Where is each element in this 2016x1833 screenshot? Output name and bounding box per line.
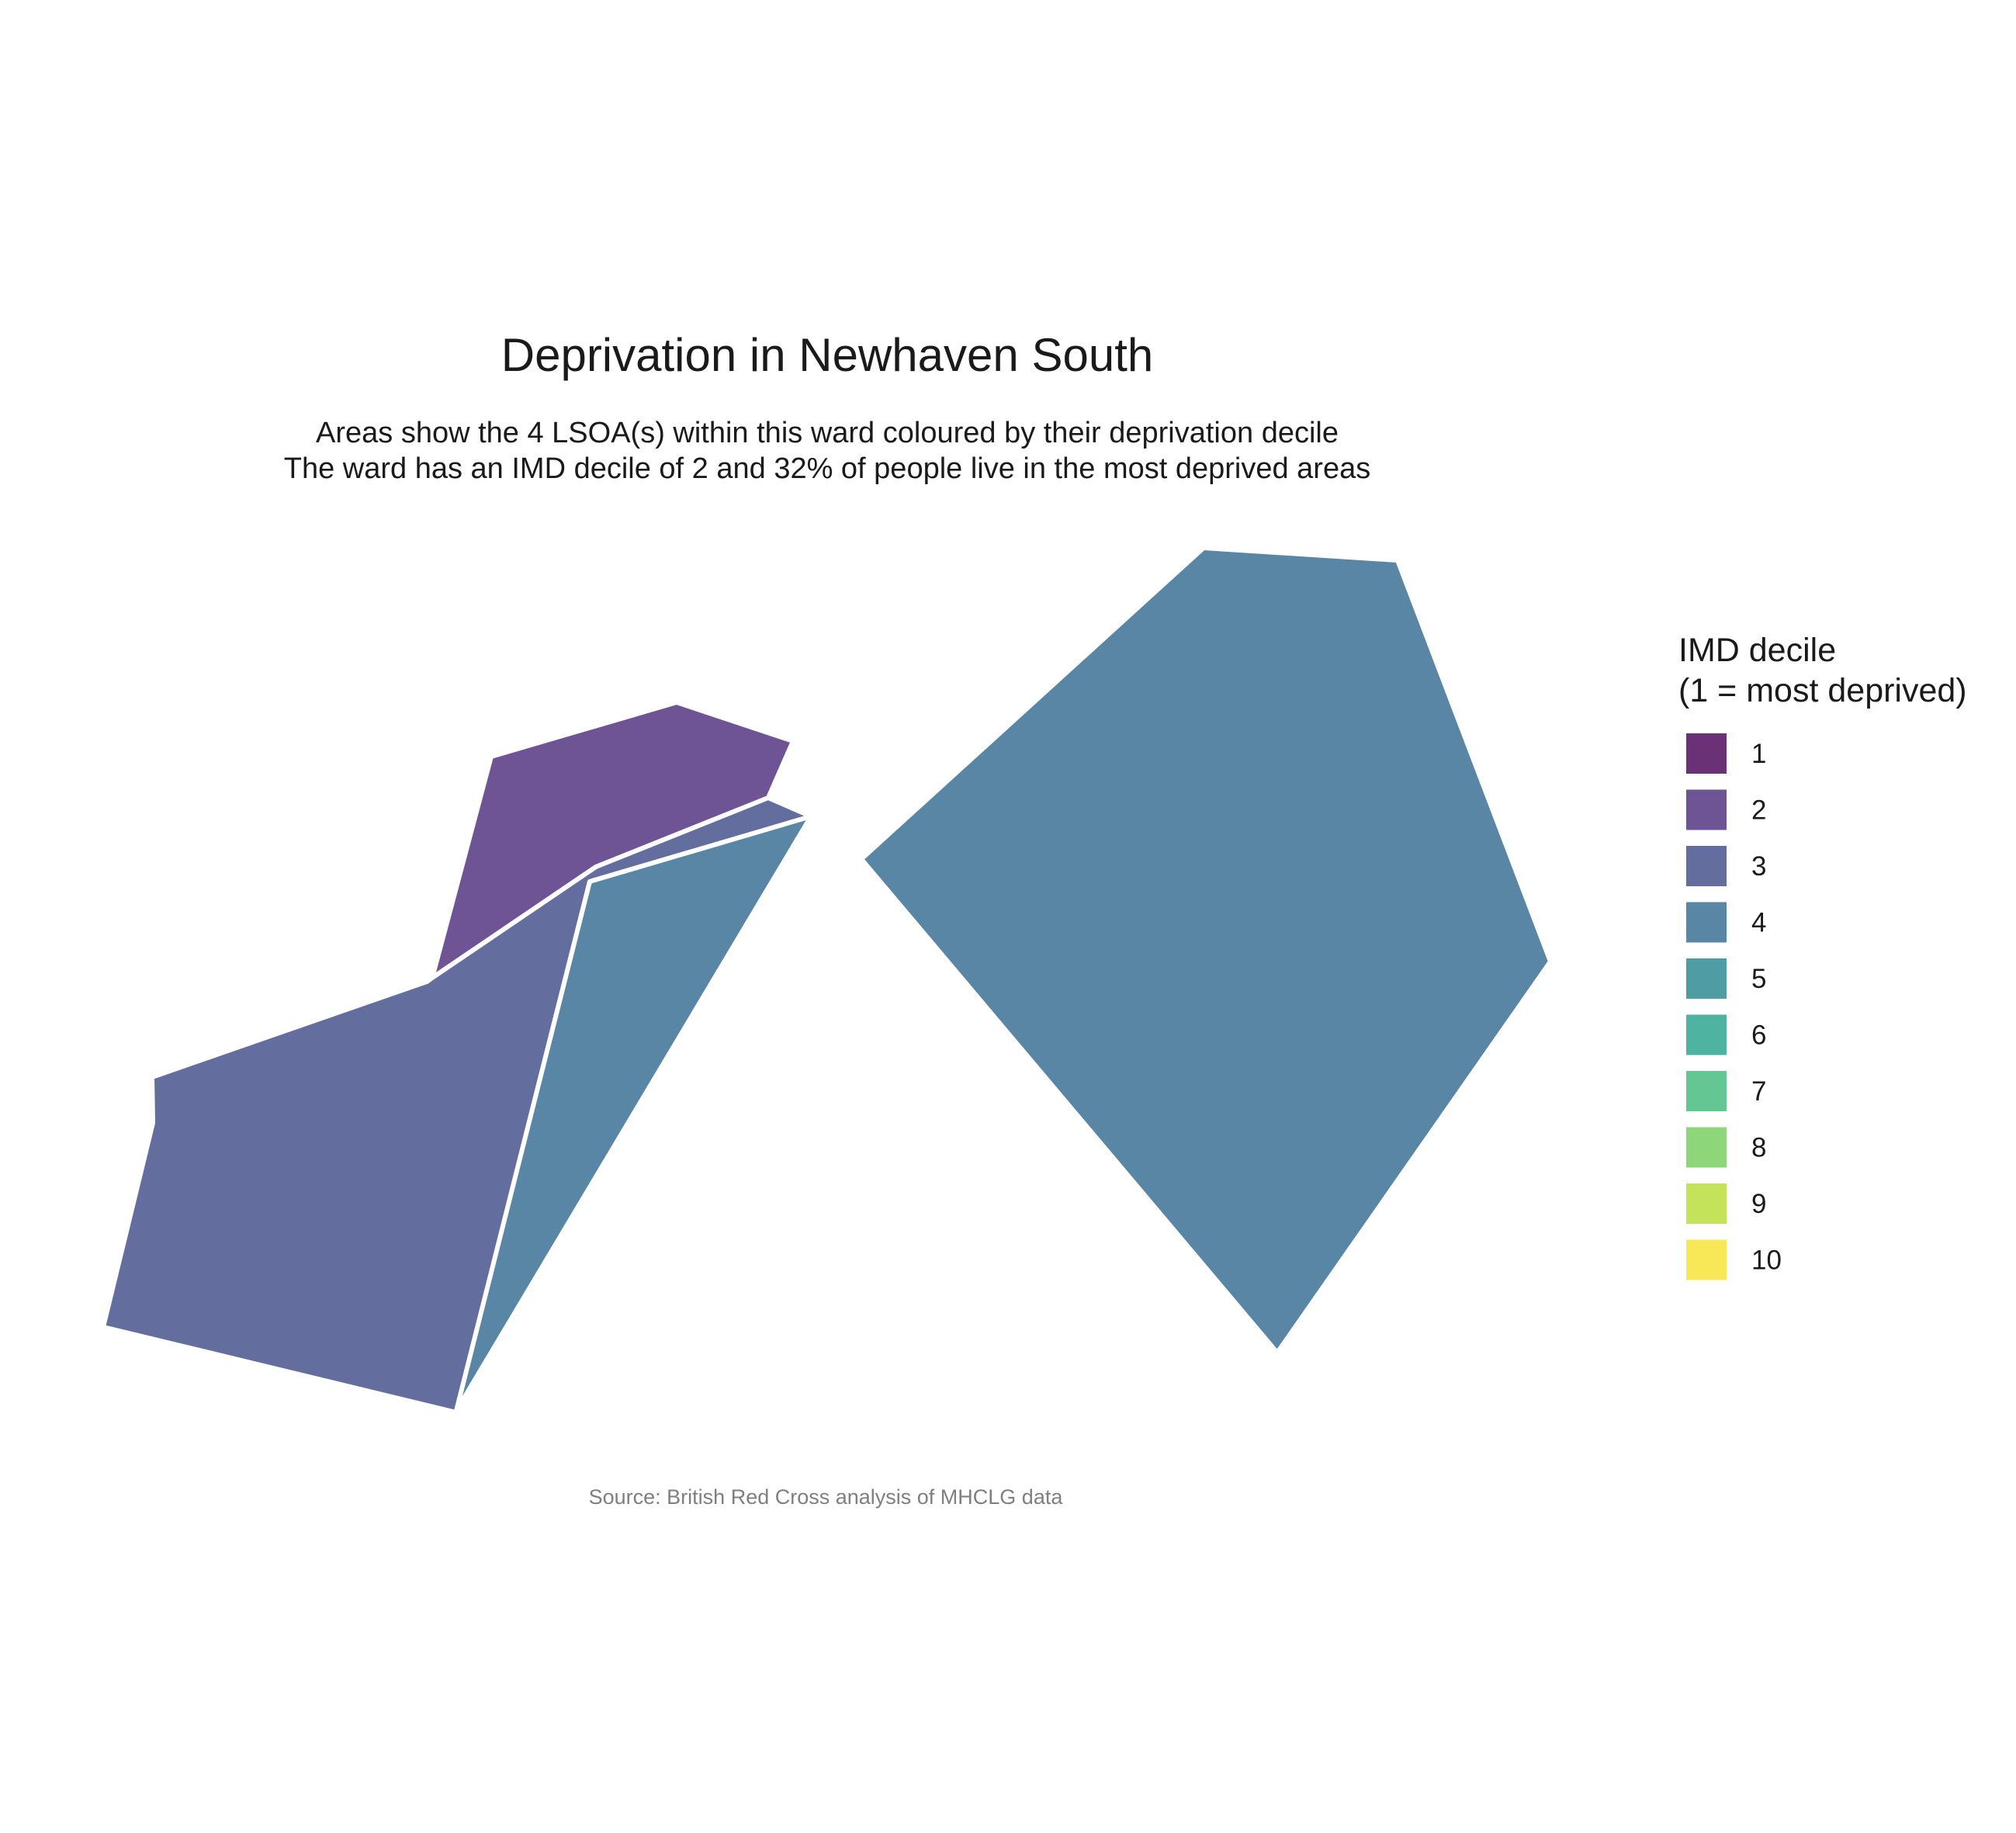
legend-label-7: 7 [1751, 1076, 1766, 1107]
map-title: Deprivation in Newhaven South [501, 329, 1154, 381]
legend-label-3: 3 [1751, 851, 1766, 882]
legend-label-5: 5 [1751, 964, 1766, 994]
legend-label-6: 6 [1751, 1020, 1766, 1051]
legend-key-10 [1686, 1239, 1727, 1280]
legend-key-4 [1686, 902, 1727, 943]
legend: IMD decile (1 = most deprived) 1 2 3 4 5 6 7 8 9… [1678, 632, 1967, 1280]
legend-items: 1 2 3 4 5 6 7 8 9 10 [1686, 733, 1782, 1280]
legend-key-3 [1686, 846, 1727, 886]
lsoa-decile-4-east [859, 546, 1553, 1355]
legend-key-9 [1686, 1183, 1727, 1224]
legend-label-1: 1 [1751, 739, 1766, 769]
lsoa-decile-4-west [454, 814, 813, 1413]
legend-key-2 [1686, 789, 1727, 830]
legend-label-8: 8 [1751, 1133, 1766, 1163]
legend-label-9: 9 [1751, 1189, 1766, 1219]
map-areas [101, 546, 1553, 1415]
legend-label-4: 4 [1751, 908, 1766, 938]
legend-label-2: 2 [1751, 795, 1766, 826]
legend-key-8 [1686, 1127, 1727, 1168]
map-subtitle-line-2: The ward has an IMD decile of 2 and 32% … [284, 452, 1370, 485]
legend-key-5 [1686, 958, 1727, 999]
map-caption: Source: British Red Cross analysis of MH… [589, 1485, 1064, 1509]
legend-title-line-2: (1 = most deprived) [1678, 672, 1967, 709]
legend-key-7 [1686, 1071, 1727, 1111]
legend-key-1 [1686, 733, 1727, 774]
legend-title-line-1: IMD decile [1678, 632, 1836, 669]
map-subtitle-line-1: Areas show the 4 LSOA(s) within this war… [316, 417, 1339, 449]
legend-key-6 [1686, 1014, 1727, 1055]
legend-label-10: 10 [1751, 1246, 1782, 1276]
